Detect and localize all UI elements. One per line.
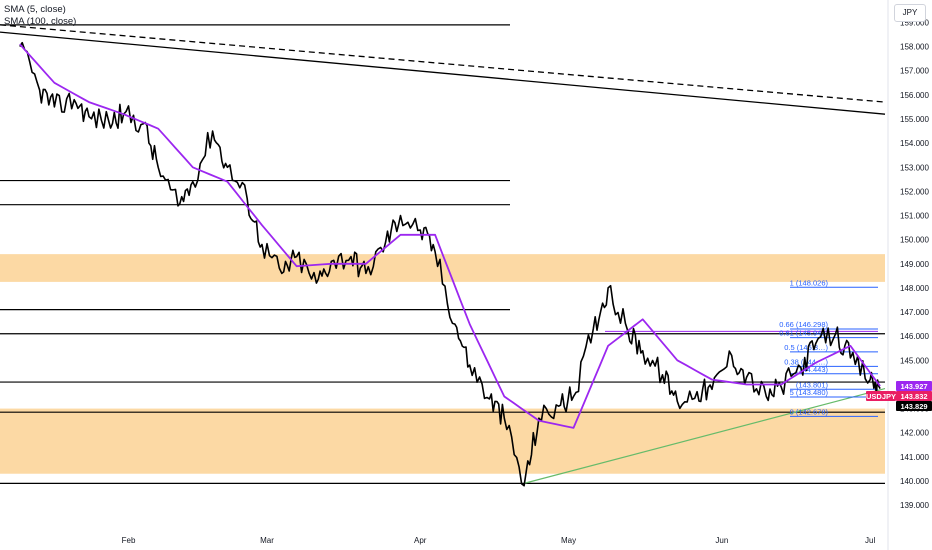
y-tick-5: 154.000 (900, 139, 929, 148)
price-axis: 159.000 158.000 157.000 156.000 155.000 154.0… (887, 0, 929, 550)
trendlines (0, 24, 886, 484)
legend-sma100[interactable]: SMA (100, close) (4, 16, 77, 27)
fib-label-4: 0.38 (144.…) (784, 357, 828, 366)
badge-text-last: 143.829 (900, 402, 927, 411)
fib-label-6: (143.801) (796, 380, 829, 389)
y-tick-0: 159.000 (900, 18, 929, 27)
y-tick-2: 157.000 (900, 67, 929, 76)
badge-bg-symbol (866, 391, 896, 401)
y-tick-17: 142.000 (900, 429, 929, 438)
y-tick-11: 148.000 (900, 284, 929, 293)
y-tick-6: 153.000 (900, 163, 929, 172)
sma100-line (0, 24, 886, 103)
rising-trendline (523, 387, 886, 484)
fib-label-5: (144.443) (796, 365, 829, 374)
x-tick-1: Mar (260, 536, 274, 545)
usdjpy-price-line (19, 41, 881, 487)
badge-sma: 143.927 (896, 381, 932, 391)
x-tick-4: Jun (715, 536, 728, 545)
y-tick-8: 151.000 (900, 212, 929, 221)
fibonacci-retracement: 1 (148.026) 0.66 (146.298)0.61 (145.940) 0… (779, 278, 878, 417)
badge-bg-usdjpy (896, 391, 932, 401)
supply-demand-zones (0, 254, 885, 474)
y-tick-3: 156.000 (900, 91, 929, 100)
legend-sma5[interactable]: SMA (5, close) (4, 4, 66, 15)
currency-button[interactable]: JPY (894, 4, 926, 22)
y-tick-1: 158.000 (900, 43, 929, 52)
fib-label-0: 1 (148.026) (790, 278, 829, 287)
y-tick-20: 139.000 (900, 501, 929, 510)
y-tick-13: 146.000 (900, 332, 929, 341)
time-axis: Feb Mar Apr May Jun Jul (122, 536, 876, 545)
badge-symbol: USDJPY (866, 391, 896, 401)
fib-label-7: 5 (143.480) (790, 388, 829, 397)
x-tick-0: Feb (122, 536, 136, 545)
fib-label-2: 0.61 (145.940) (779, 329, 828, 338)
badge-bg-last (896, 401, 932, 411)
zone-1 (0, 408, 885, 474)
badge-text-symbol: USDJPY (866, 392, 896, 401)
y-tick-14: 145.000 (900, 356, 929, 365)
badge-text-sma: 143.927 (900, 382, 927, 391)
fib-label-1: 0.66 (146.298) (779, 320, 828, 329)
y-tick-18: 141.000 (900, 453, 929, 462)
badge-bg-sma (896, 381, 932, 391)
indicator-legend: SMA (5, close) SMA (100, close) (4, 4, 76, 28)
badge-usdjpy: 143.832 (896, 391, 932, 401)
price-series (19, 41, 881, 487)
fib-label-8: 0 (142.678) (790, 407, 829, 416)
y-tick-10: 149.000 (900, 260, 929, 269)
x-tick-3: May (561, 536, 576, 545)
y-tick-9: 150.000 (900, 236, 929, 245)
y-tick-12: 147.000 (900, 308, 929, 317)
badge-last: 143.829 (896, 401, 932, 411)
y-tick-19: 140.000 (900, 477, 929, 486)
y-tick-7: 152.000 (900, 187, 929, 196)
y-tick-4: 155.000 (900, 115, 929, 124)
fib-label-3: 0.5 (145.3…) (784, 343, 828, 352)
badge-text-usdjpy: 143.832 (900, 392, 927, 401)
horizontal-levels (0, 24, 885, 484)
sma5-line (19, 43, 881, 429)
upper-trendline (0, 31, 886, 115)
x-tick-5: Jul (865, 536, 875, 545)
x-tick-2: Apr (414, 536, 427, 545)
